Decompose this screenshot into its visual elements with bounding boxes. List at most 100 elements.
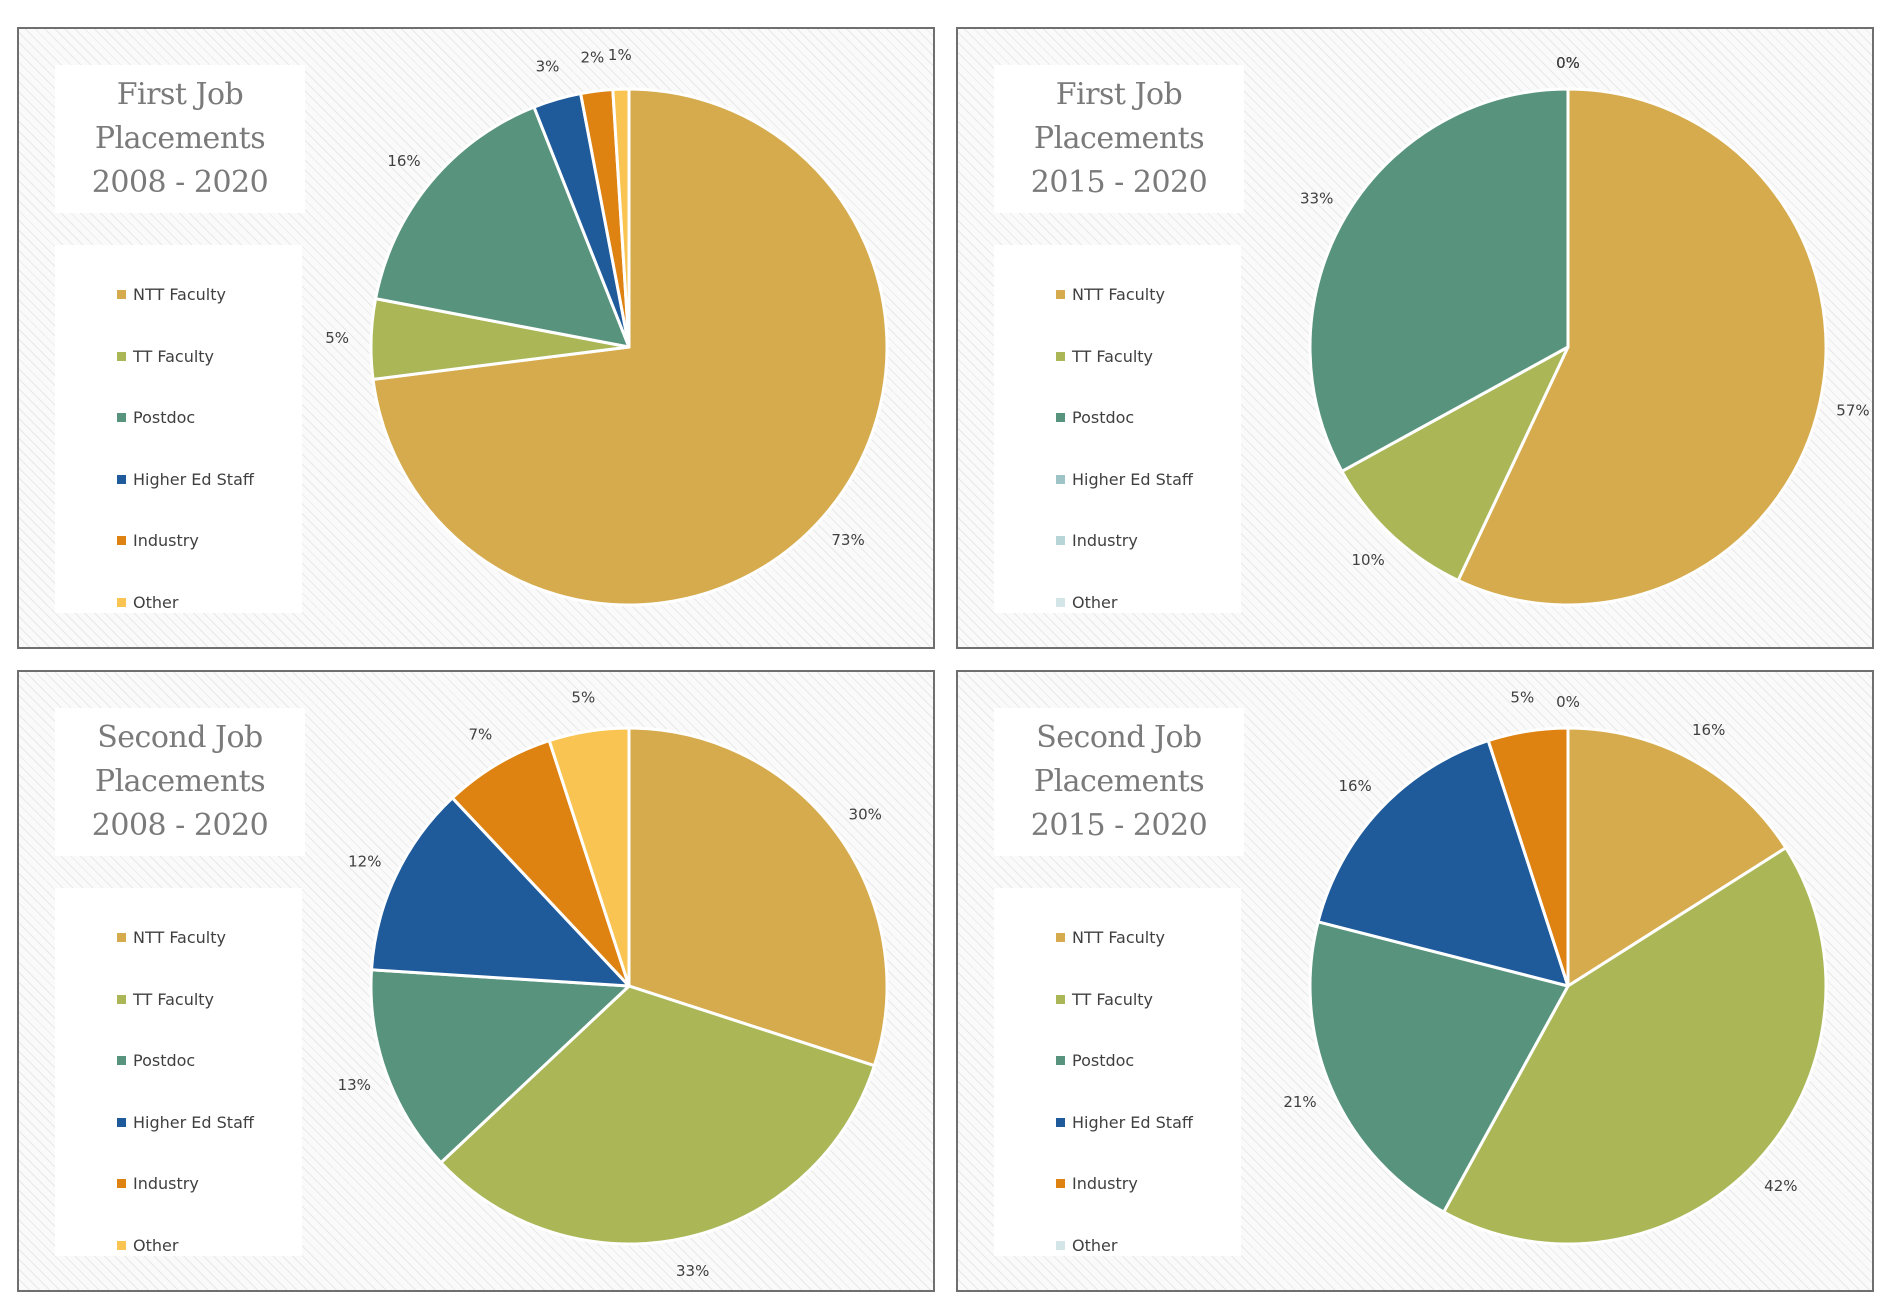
legend-item-ntt-faculty: NTT Faculty (55, 907, 302, 969)
legend-label: TT Faculty (1072, 989, 1154, 1009)
legend-swatch (117, 994, 126, 1004)
legend-swatch (117, 290, 126, 300)
chart-title-box: First Job Placements 2008 - 2020 (55, 65, 305, 213)
chart-title-line: Placements (1033, 764, 1205, 799)
pie-slice-postdoc (374, 105, 631, 349)
chart-title-line: Second Job (97, 720, 263, 755)
chart-panel-second-job-2008-2020: Second Job Placements 2008 - 2020 NTT Fa… (17, 670, 935, 1292)
legend: NTT Faculty TT Faculty Postdoc Higher Ed… (994, 888, 1241, 1256)
legend-label: Industry (133, 1174, 199, 1194)
legend-item-ntt-faculty: NTT Faculty (55, 264, 302, 326)
legend-label: Industry (1072, 1174, 1138, 1194)
legend-label: TT Faculty (133, 989, 215, 1009)
legend-swatch (1056, 351, 1065, 361)
legend: NTT Faculty TT Faculty Postdoc Higher Ed… (55, 888, 302, 1256)
legend-swatch (117, 1179, 126, 1189)
data-label-industry: 5% (1510, 689, 1534, 707)
data-label-tt-faculty: 33% (676, 1262, 709, 1280)
legend: NTT Faculty TT Faculty Postdoc Higher Ed… (994, 245, 1241, 613)
legend-label: Other (133, 1235, 179, 1255)
legend-label: Other (1072, 1235, 1118, 1255)
chart-panel-second-job-2015-2020: Second Job Placements 2015 - 2020 NTT Fa… (956, 670, 1874, 1292)
chart-title: First Job Placements 2015 - 2020 (999, 73, 1239, 205)
chart-title-line: Placements (1033, 121, 1205, 156)
legend-item-other: Other (994, 572, 1241, 634)
data-label-ntt-faculty: 57% (1836, 402, 1869, 420)
legend-label: Higher Ed Staff (133, 469, 254, 489)
data-label-tt-faculty: 42% (1764, 1177, 1797, 1195)
chart-title-line: 2008 - 2020 (91, 808, 269, 843)
pie-slice-postdoc (1308, 87, 1570, 473)
legend-item-postdoc: Postdoc (994, 1030, 1241, 1092)
data-label-postdoc: 21% (1283, 1093, 1316, 1111)
legend-item-industry: Industry (55, 1153, 302, 1215)
pie-slice-tt-faculty (1340, 345, 1570, 582)
data-label-ntt-faculty: 16% (1692, 721, 1725, 739)
pie-slice-ntt-faculty (627, 726, 889, 1068)
pie-slice-higher-ed-staff (1316, 739, 1570, 988)
chart-title-box: Second Job Placements 2008 - 2020 (55, 708, 305, 856)
chart-title-line: 2015 - 2020 (1030, 808, 1208, 843)
legend-item-industry: Industry (55, 510, 302, 572)
legend-swatch (117, 351, 126, 361)
legend-swatch (1056, 413, 1065, 423)
legend-label: Higher Ed Staff (133, 1112, 254, 1132)
chart-title-box: First Job Placements 2015 - 2020 (994, 65, 1244, 213)
data-label-other: 0% (1556, 693, 1580, 711)
pie-chart: 73% 5% 16% 3% 2% 1% (325, 46, 889, 607)
chart-title-line: Second Job (1036, 720, 1202, 755)
chart-title-line: First Job (1055, 77, 1183, 112)
chart-panel-first-job-2015-2020: First Job Placements 2015 - 2020 NTT Fac… (956, 27, 1874, 649)
pie-chart: 16% 42% 21% 16% 5% 0% (1283, 689, 1828, 1246)
legend-swatch (117, 933, 126, 943)
legend-label: Industry (1072, 531, 1138, 551)
chart-title-line: Placements (94, 121, 266, 156)
pie-slice-ntt-faculty (1456, 87, 1828, 607)
legend-label: Higher Ed Staff (1072, 1112, 1193, 1132)
legend-item-industry: Industry (994, 1153, 1241, 1215)
legend-label: NTT Faculty (1072, 928, 1165, 948)
data-label-tt-faculty: 10% (1351, 551, 1384, 569)
legend-swatch (117, 1240, 126, 1250)
data-label-industry: 7% (468, 726, 492, 744)
legend-item-tt-faculty: TT Faculty (994, 326, 1241, 388)
chart-title-line: Placements (94, 764, 266, 799)
legend-label: NTT Faculty (1072, 285, 1165, 305)
chart-title-line: First Job (116, 77, 244, 112)
chart-title-line: 2008 - 2020 (91, 165, 269, 200)
legend-swatch (117, 597, 126, 607)
data-label-higher-ed-staff: 12% (348, 853, 381, 871)
data-label-postdoc: 16% (387, 152, 420, 170)
data-label-higher-ed-staff: 0% (1556, 54, 1580, 72)
legend-label: Other (1072, 592, 1118, 612)
chart-panel-first-job-2008-2020: First Job Placements 2008 - 2020 NTT Fac… (17, 27, 935, 649)
legend-swatch (1056, 1056, 1065, 1066)
legend-item-other: Other (994, 1215, 1241, 1277)
data-label-industry: 0% (1556, 54, 1580, 72)
legend-swatch (1056, 597, 1065, 607)
data-label-other: 0% (1556, 54, 1580, 72)
legend-swatch (117, 413, 126, 423)
legend-swatch (117, 474, 126, 484)
legend-label: Industry (133, 531, 199, 551)
data-label-higher-ed-staff: 3% (536, 58, 560, 76)
data-label-industry: 2% (581, 48, 605, 66)
legend-label: NTT Faculty (133, 285, 226, 305)
pie-slice-higher-ed-staff (370, 796, 631, 988)
legend-swatch (1056, 1240, 1065, 1250)
data-label-higher-ed-staff: 16% (1338, 777, 1371, 795)
legend-item-higher-ed-staff: Higher Ed Staff (994, 1092, 1241, 1154)
legend: NTT Faculty TT Faculty Postdoc Higher Ed… (55, 245, 302, 613)
legend-swatch (1056, 933, 1065, 943)
legend-swatch (1056, 290, 1065, 300)
legend-label: NTT Faculty (133, 928, 226, 948)
legend-swatch (1056, 994, 1065, 1004)
pie-slice-ntt-faculty (1566, 726, 1788, 988)
chart-title-box: Second Job Placements 2015 - 2020 (994, 708, 1244, 856)
legend-swatch (1056, 536, 1065, 546)
legend-swatch (1056, 474, 1065, 484)
legend-item-tt-faculty: TT Faculty (55, 326, 302, 388)
chart-title: First Job Placements 2008 - 2020 (60, 73, 300, 205)
pie-slice-industry (1486, 726, 1570, 988)
legend-item-postdoc: Postdoc (55, 1030, 302, 1092)
